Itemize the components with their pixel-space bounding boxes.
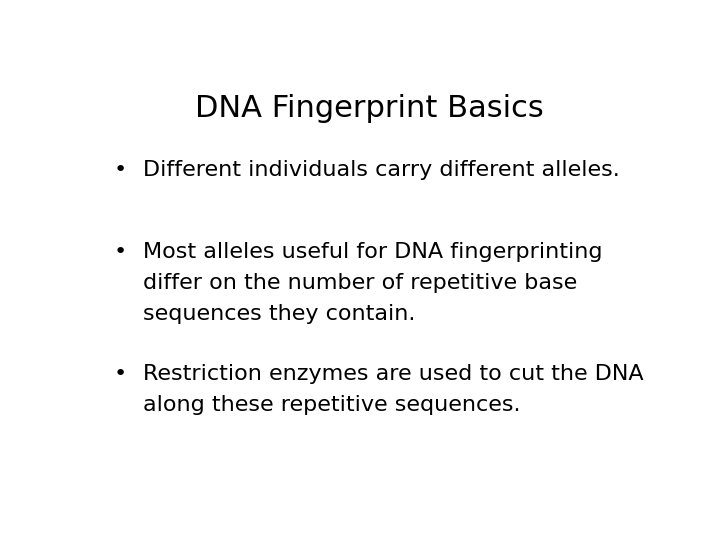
Text: Different individuals carry different alleles.: Different individuals carry different al… <box>143 160 620 180</box>
Text: Restriction enzymes are used to cut the DNA: Restriction enzymes are used to cut the … <box>143 364 644 384</box>
Text: •: • <box>114 160 127 180</box>
Text: •: • <box>114 364 127 384</box>
Text: differ on the number of repetitive base: differ on the number of repetitive base <box>143 273 577 293</box>
Text: along these repetitive sequences.: along these repetitive sequences. <box>143 395 521 415</box>
Text: DNA Fingerprint Basics: DNA Fingerprint Basics <box>194 94 544 123</box>
Text: •: • <box>114 241 127 261</box>
Text: Most alleles useful for DNA fingerprinting: Most alleles useful for DNA fingerprinti… <box>143 241 603 261</box>
Text: sequences they contain.: sequences they contain. <box>143 304 415 324</box>
